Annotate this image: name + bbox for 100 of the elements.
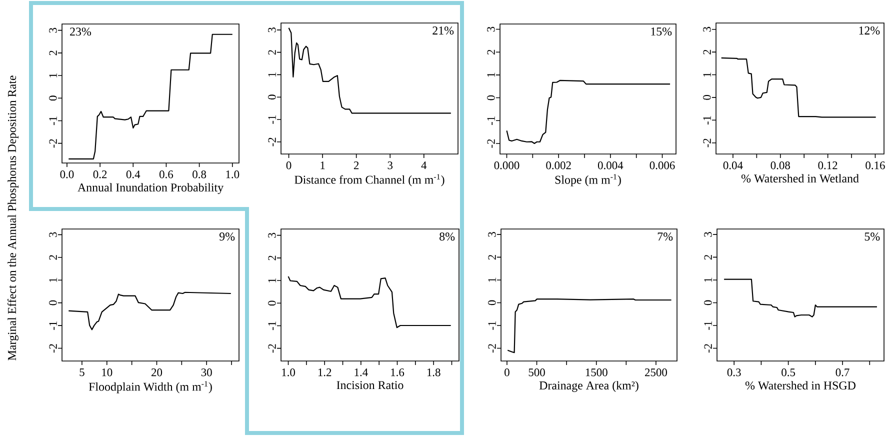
- line-series: [724, 278, 878, 318]
- annotation: 15%: [651, 27, 672, 36]
- y-tick-label: 1: [268, 72, 276, 77]
- y-tick-label: -2: [703, 138, 711, 148]
- y-tick-label: 3: [268, 28, 276, 32]
- y-tick-label: 3: [488, 232, 496, 237]
- annotation: 9%: [219, 232, 235, 241]
- x-tick-label: 5: [80, 368, 84, 376]
- annotation: 7%: [658, 232, 673, 241]
- x-tick-label: 0.004: [598, 162, 624, 170]
- annotation: 12%: [859, 26, 880, 35]
- x-tick-label: 30: [201, 368, 212, 376]
- y-tick-label: 2: [488, 254, 496, 260]
- y-tick-label: -1: [704, 321, 712, 330]
- x-tick-label: 2: [354, 162, 359, 170]
- y-tick-label: 0: [487, 95, 495, 100]
- x-tick-label: 0.3: [727, 368, 741, 376]
- x-tick-label: 0.12: [818, 162, 838, 170]
- x-tick-label: 0: [504, 368, 510, 376]
- x-axis-title: Floodplain Width (m m$^{-1}$): [88, 381, 212, 394]
- x-axis-title: Slope (m m$^{-1}$): [555, 174, 621, 186]
- y-tick-label: -2: [487, 139, 495, 148]
- y-tick-label: 2: [268, 256, 276, 260]
- x-tick-label: 0.4: [126, 170, 140, 178]
- y-tick-label: -1: [488, 321, 496, 330]
- y-tick-label: 0: [49, 96, 57, 101]
- y-tick-label: -1: [268, 115, 276, 124]
- y-tick-label: -1: [703, 116, 711, 125]
- y-tick-label: -2: [268, 344, 276, 353]
- y-tick-label: 2: [704, 254, 712, 260]
- x-tick-label: 2500: [645, 368, 667, 376]
- x-tick-label: 1.8: [427, 368, 440, 376]
- x-tick-label: 0.2: [93, 170, 107, 178]
- y-tick-label: 1: [703, 72, 711, 77]
- y-tick-label: 1: [488, 278, 496, 282]
- x-tick-label: 1500: [586, 368, 608, 376]
- x-tick-label: 0.0: [60, 170, 74, 178]
- x-tick-label: 3: [388, 162, 393, 170]
- y-tick-label: 3: [268, 232, 276, 238]
- x-tick-label: 1.4: [354, 368, 368, 376]
- y-tick-label: 0: [703, 95, 711, 100]
- y-tick-label: 3: [49, 28, 57, 33]
- y-tick-label: 3: [703, 26, 711, 32]
- annotation: 23%: [70, 28, 92, 36]
- x-tick-label: 0.002: [546, 162, 571, 170]
- x-tick-label: 0.08: [770, 162, 790, 170]
- x-tick-label: 500: [528, 368, 545, 376]
- annotation: 5%: [864, 232, 880, 241]
- x-tick-label: 0.5: [782, 368, 796, 376]
- y-tick-label: 1: [704, 278, 712, 282]
- x-tick-label: 20: [152, 368, 162, 376]
- line-series: [507, 298, 672, 354]
- y-tick-label: 2: [487, 50, 495, 54]
- y-tick-label: 2: [49, 255, 57, 260]
- y-tick-label: -1: [487, 116, 495, 125]
- y-tick-label: 1: [268, 278, 276, 282]
- y-tick-label: -2: [49, 344, 57, 353]
- line-series: [506, 80, 671, 144]
- y-tick-label: -2: [268, 138, 276, 146]
- x-tick-label: 0.7: [836, 368, 850, 376]
- x-tick-label: 1: [320, 162, 325, 170]
- y-tick-label: 2: [49, 50, 57, 56]
- y-axis-title: Marginal Effect on the Annual Phosphorus Deposition Rate: [8, 76, 19, 360]
- y-tick-label: -1: [49, 116, 57, 126]
- x-tick-label: 0.6: [160, 170, 174, 178]
- x-tick-label: 0.006: [650, 162, 675, 170]
- x-axis-title: Distance from Channel (m m$^{-1}$): [294, 174, 444, 186]
- y-tick-label: -2: [49, 139, 57, 148]
- x-tick-label: 0.04: [723, 162, 743, 170]
- x-axis-title: Drainage Area (km²): [539, 381, 638, 392]
- y-tick-label: 0: [704, 300, 712, 306]
- x-tick-label: 0: [286, 162, 292, 170]
- x-tick-label: 1.6: [391, 368, 404, 376]
- y-tick-label: -2: [488, 344, 496, 353]
- y-tick-label: 0: [488, 300, 496, 306]
- y-tick-label: 0: [268, 300, 276, 306]
- x-axis-title: Annual Inundation Probability: [78, 183, 224, 194]
- y-tick-label: 1: [49, 73, 57, 78]
- x-tick-label: 10: [102, 368, 112, 376]
- x-tick-label: 1.2: [318, 368, 332, 376]
- y-tick-label: 3: [704, 232, 712, 237]
- y-tick-label: 2: [268, 50, 276, 55]
- x-tick-label: 0.8: [192, 170, 206, 178]
- x-tick-label: 4: [421, 162, 427, 170]
- y-tick-label: 3: [487, 26, 495, 32]
- x-axis-title: Incision Ratio: [336, 381, 404, 390]
- x-tick-label: 1.0: [226, 170, 240, 178]
- line-series: [720, 57, 876, 118]
- x-tick-label: 0.16: [866, 162, 885, 170]
- y-tick-label: 1: [487, 72, 495, 77]
- annotation: 21%: [432, 26, 454, 35]
- y-tick-label: -2: [704, 344, 712, 353]
- annotation: 8%: [440, 232, 455, 241]
- y-tick-label: 0: [49, 300, 57, 306]
- y-tick-label: -1: [49, 321, 57, 330]
- x-tick-label: 1.0: [282, 368, 296, 376]
- y-tick-label: 3: [49, 232, 57, 237]
- y-tick-label: 2: [703, 50, 711, 54]
- x-axis-title: % Watershed in Wetland: [741, 174, 859, 183]
- x-tick-label: 0.000: [494, 162, 520, 170]
